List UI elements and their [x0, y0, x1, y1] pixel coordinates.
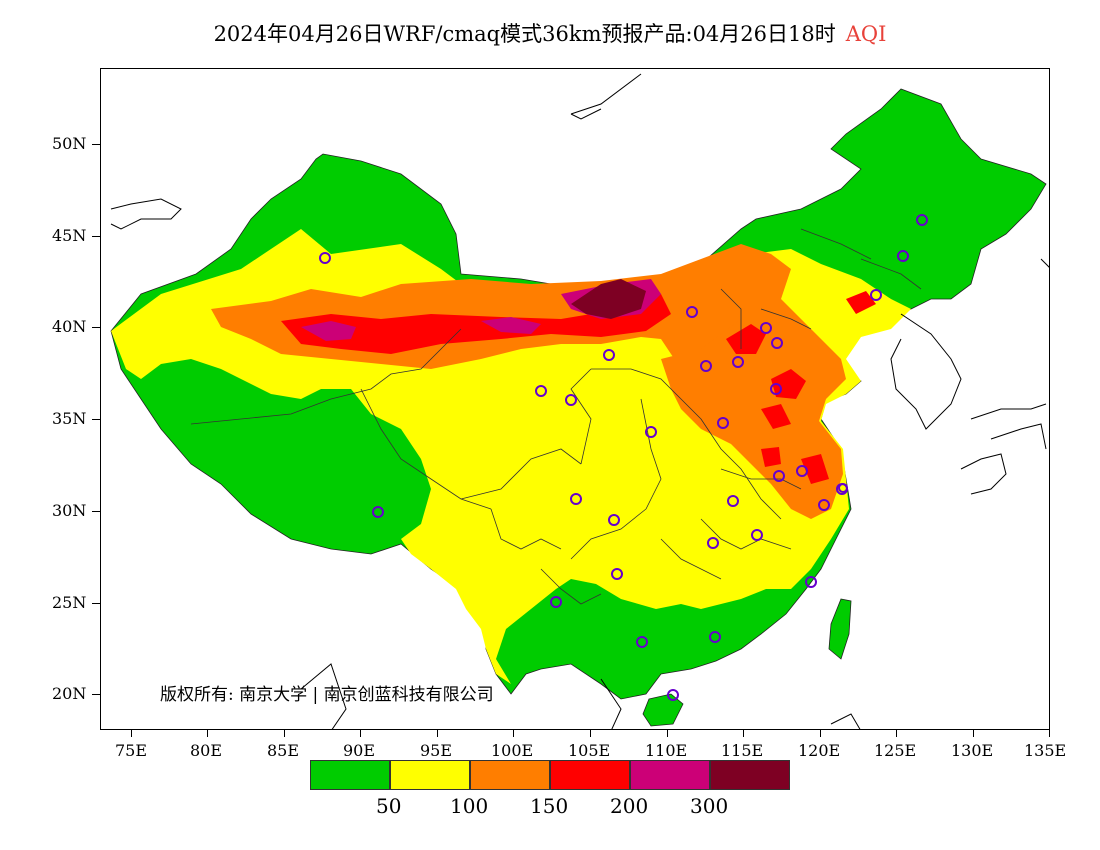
title-aqi: AQI [845, 22, 887, 46]
y-label-20n: 20N [52, 684, 87, 703]
x-label-80e: 80E [190, 741, 223, 760]
aqi-purple-zone [301, 279, 661, 341]
coastline-korea-japan [890, 258, 1049, 495]
x-tick [1049, 730, 1050, 737]
x-label-85e: 85E [267, 741, 300, 760]
legend-label-300: 300 [690, 794, 729, 818]
x-tick [437, 730, 438, 737]
y-tick [92, 511, 100, 512]
aqi-red-zone-east [726, 291, 876, 484]
legend-swatch-good [310, 760, 390, 790]
x-tick [667, 730, 668, 737]
legend-swatch-unhealthy [550, 760, 630, 790]
y-tick [92, 327, 100, 328]
x-tick [973, 730, 974, 737]
x-label-110e: 110E [645, 741, 688, 760]
y-tick [92, 603, 100, 604]
x-label-75e: 75E [115, 741, 148, 760]
legend-swatch-hazardous [710, 760, 790, 790]
x-label-105e: 105E [568, 741, 611, 760]
coastline-north [110, 73, 642, 230]
aqi-maroon-zone [571, 279, 646, 319]
legend-swatch-very-unhealthy [630, 760, 710, 790]
y-label-30n: 30N [52, 501, 87, 520]
x-tick [743, 730, 744, 737]
x-tick [513, 730, 514, 737]
station-markers [319, 214, 928, 701]
x-tick [131, 730, 132, 737]
legend-label-150: 150 [530, 794, 569, 818]
x-tick [896, 730, 897, 737]
y-label-35n: 35N [52, 409, 87, 428]
x-label-90e: 90E [343, 741, 376, 760]
y-label-40n: 40N [52, 317, 87, 336]
island-hainan [642, 693, 684, 727]
x-label-130e: 130E [951, 741, 994, 760]
y-label-50n: 50N [52, 134, 87, 153]
x-label-115e: 115E [721, 741, 764, 760]
coastline-southeast-asia [300, 663, 861, 729]
y-tick [92, 236, 100, 237]
legend-swatch-moderate [390, 760, 470, 790]
x-label-120e: 120E [798, 741, 841, 760]
map-frame [100, 68, 1050, 730]
legend-label-100: 100 [450, 794, 489, 818]
legend-swatch-unhealthy-sensitive [470, 760, 550, 790]
x-tick [207, 730, 208, 737]
y-tick [92, 144, 100, 145]
legend-label-50: 50 [376, 794, 402, 818]
island-taiwan [828, 598, 852, 660]
x-label-100e: 100E [491, 741, 534, 760]
y-tick [92, 419, 100, 420]
map-title: 2024年04月26日WRF/cmaq模式36km预报产品:04月26日18时 A… [0, 18, 1100, 48]
aqi-red-zone-north [281, 294, 671, 354]
province-borders [190, 228, 922, 605]
x-label-135e: 135E [1024, 741, 1067, 760]
y-label-45n: 45N [52, 226, 87, 245]
title-text: 2024年04月26日WRF/cmaq模式36km预报产品:04月26日18时 [213, 22, 836, 46]
x-label-95e: 95E [420, 741, 453, 760]
y-label-25n: 25N [52, 593, 87, 612]
x-label-125e: 125E [874, 741, 917, 760]
x-tick [590, 730, 591, 737]
x-tick [820, 730, 821, 737]
x-tick [360, 730, 361, 737]
copyright-notice: 版权所有: 南京大学 | 南京创蓝科技有限公司 [160, 685, 494, 705]
y-tick [92, 694, 100, 695]
legend-label-200: 200 [610, 794, 649, 818]
x-tick [284, 730, 285, 737]
aqi-map [110, 73, 1049, 729]
aqi-orange-zone-east [661, 299, 846, 519]
